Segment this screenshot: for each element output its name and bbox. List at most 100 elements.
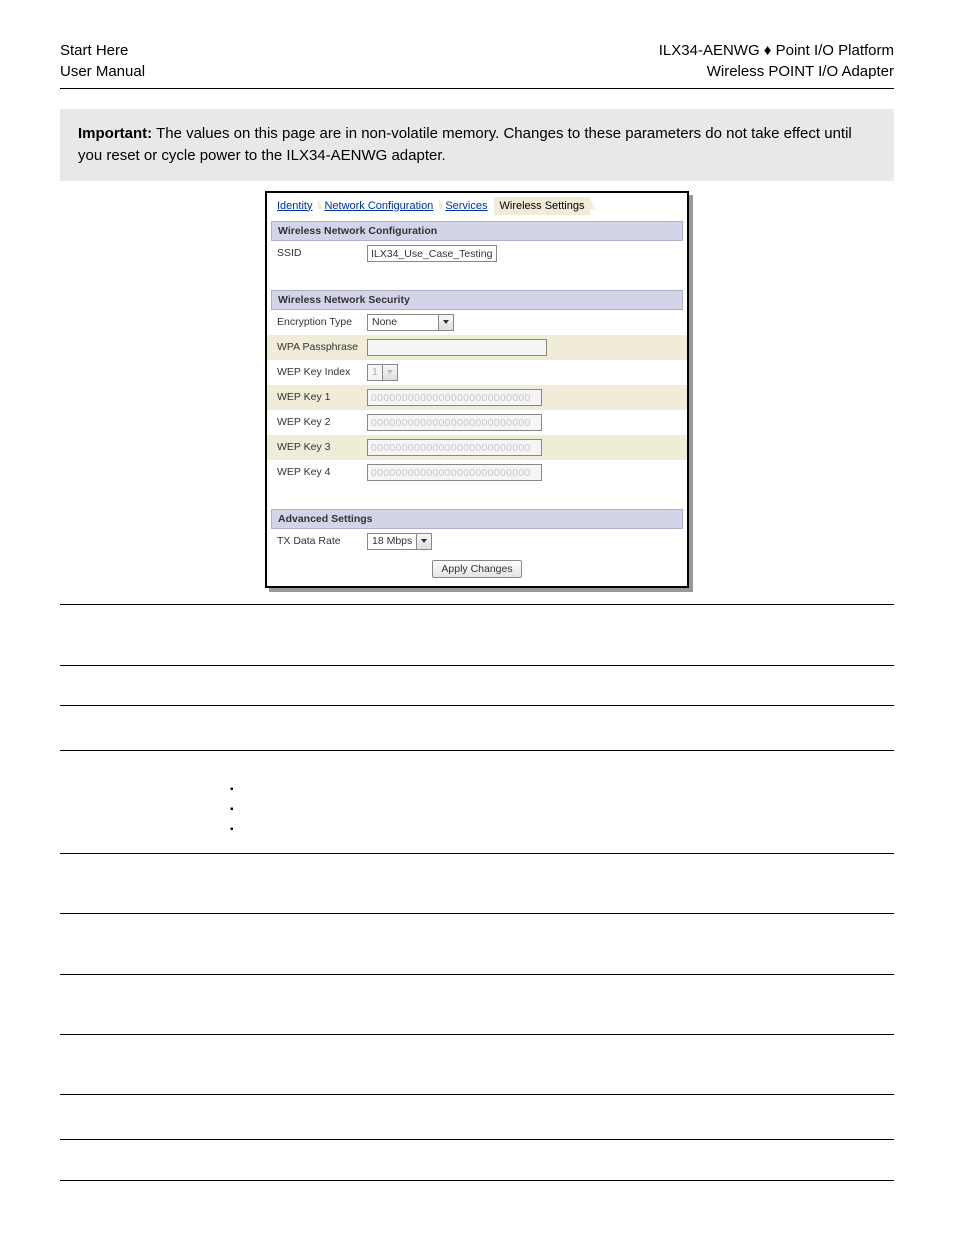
enc-list: None: No security. WEP: Wireless Equival… <box>230 783 894 842</box>
desc-tx-term: TX Data Rate <box>60 1150 230 1166</box>
enc-item-1: WEP: Wireless Equivalent Privacy Authent… <box>230 803 894 821</box>
tx-label: TX Data Rate <box>277 535 367 547</box>
tab-wireless[interactable]: Wireless Settings <box>494 197 591 215</box>
row-wep1: WEP Key 1 00000000000000000000000000 <box>267 385 687 410</box>
desc-tx-body: Select from a list of supported transmis… <box>230 1150 894 1170</box>
desc-encryption: Encryption Type Select from a list of su… <box>60 757 894 847</box>
desc-note: Note The following additional security p… <box>60 860 894 907</box>
wep-index-value: 1 <box>368 366 382 378</box>
page-header: Start Here User Manual ILX34-AENWG ♦ Poi… <box>60 40 894 82</box>
row-wep3: WEP Key 3 00000000000000000000000000 <box>267 435 687 460</box>
divider <box>60 1034 894 1035</box>
divider <box>60 913 894 914</box>
divider <box>60 1139 894 1140</box>
wep1-label: WEP Key 1 <box>277 391 367 403</box>
chevron-down-icon <box>416 534 431 549</box>
wep2-label: WEP Key 2 <box>277 416 367 428</box>
desc-wepkeys: WEP Key 1 through 4 This field is enable… <box>60 1041 894 1088</box>
ssid-input[interactable]: ILX34_Use_Case_Testing <box>367 245 497 262</box>
divider <box>60 974 894 975</box>
divider <box>60 1094 894 1095</box>
enc-item-2: WPA2-Personal: WPA-PSK with AES encrypti… <box>230 823 894 841</box>
section-advanced: Advanced Settings <box>271 509 683 529</box>
desc-note-body: The following additional security protoc… <box>230 864 894 903</box>
wpa-input[interactable] <box>367 339 547 356</box>
row-wep2: WEP Key 2 00000000000000000000000000 <box>267 410 687 435</box>
enc-item-0: None: No security. <box>230 783 894 801</box>
encryption-select[interactable]: None <box>367 314 454 331</box>
divider <box>60 853 894 854</box>
row-ssid: SSID ILX34_Use_Case_Testing <box>267 241 687 266</box>
desc-wpa-body: This field is enabled when the Encryptio… <box>230 924 894 963</box>
section-wireless-config: Wireless Network Configuration <box>271 221 683 241</box>
encryption-value: None <box>368 316 438 328</box>
header-right-1: ILX34-AENWG ♦ Point I/O Platform <box>659 40 894 61</box>
desc-idx: WEP Key Index This field is enabled when… <box>60 981 894 1028</box>
desc-note-term: Note <box>60 864 230 880</box>
divider <box>60 1180 894 1181</box>
desc-group-security: Wireless Network Security <box>60 720 894 744</box>
row-wep-index: WEP Key Index 1 <box>267 360 687 385</box>
desc-ssid-body: Service Set Identifier: the name that id… <box>230 676 894 696</box>
row-wep4: WEP Key 4 00000000000000000000000000 <box>267 460 687 485</box>
tx-value: 18 Mbps <box>368 535 416 547</box>
tab-bar: Identity Network Configuration Services … <box>267 193 687 215</box>
wep1-input[interactable]: 00000000000000000000000000 <box>367 389 542 406</box>
spacer <box>267 266 687 284</box>
header-right: ILX34-AENWG ♦ Point I/O Platform Wireles… <box>659 40 894 82</box>
divider <box>60 604 894 605</box>
desc-ssid-term: SSID <box>60 676 230 692</box>
header-left-1: Start Here <box>60 40 145 61</box>
desc-wep-term: WEP Key 1 through 4 <box>60 1045 230 1061</box>
chevron-down-icon <box>438 315 453 330</box>
group3-title: Advanced Settings <box>60 1113 230 1129</box>
wep3-input[interactable]: 00000000000000000000000000 <box>367 439 542 456</box>
desc-ssid: SSID Service Set Identifier: the name th… <box>60 672 894 700</box>
header-rule <box>60 88 894 89</box>
wep4-label: WEP Key 4 <box>277 466 367 478</box>
header-left-2: User Manual <box>60 61 145 82</box>
wpa-label: WPA Passphrase <box>277 341 367 353</box>
group1-title: Wireless Network Configuration <box>60 623 230 655</box>
desc-enc-body: Select from a list of supported security… <box>230 761 894 843</box>
group2-title: Wireless Network Security <box>60 724 230 740</box>
desc-enc-lead: Select from a list of supported security… <box>230 762 532 778</box>
desc-enc-term: Encryption Type <box>60 761 230 777</box>
desc-wpa: WPA Passphrase This field is enabled whe… <box>60 920 894 967</box>
encryption-label: Encryption Type <box>277 316 367 328</box>
desc-idx-term: WEP Key Index <box>60 985 230 1001</box>
tx-select[interactable]: 18 Mbps <box>367 533 432 550</box>
note-text: The values on this page are in non-volat… <box>78 125 852 164</box>
row-wpa: WPA Passphrase <box>267 335 687 360</box>
config-panel: Identity Network Configuration Services … <box>265 191 689 588</box>
row-txrate: TX Data Rate 18 Mbps <box>267 529 687 554</box>
divider <box>60 665 894 666</box>
wep2-input[interactable]: 00000000000000000000000000 <box>367 414 542 431</box>
desc-tx: TX Data Rate Select from a list of suppo… <box>60 1146 894 1174</box>
spacer <box>267 485 687 503</box>
desc-idx-body: This field is enabled when the Encryptio… <box>230 985 894 1024</box>
section-wireless-security: Wireless Network Security <box>271 290 683 310</box>
desc-wpa-term: WPA Passphrase <box>60 924 230 940</box>
ssid-label: SSID <box>277 247 367 259</box>
header-right-2: Wireless POINT I/O Adapter <box>659 61 894 82</box>
wep-index-label: WEP Key Index <box>277 366 367 378</box>
tab-network[interactable]: Network Configuration <box>318 197 439 215</box>
wep3-label: WEP Key 3 <box>277 441 367 453</box>
apply-changes-button[interactable]: Apply Changes <box>432 560 521 578</box>
desc-group-advanced: Advanced Settings <box>60 1109 894 1133</box>
row-encryption: Encryption Type None <box>267 310 687 335</box>
divider <box>60 705 894 706</box>
header-left: Start Here User Manual <box>60 40 145 82</box>
desc-wep-body: This field is enabled when the Encryptio… <box>230 1045 894 1084</box>
wep4-input[interactable]: 00000000000000000000000000 <box>367 464 542 481</box>
wep-index-select[interactable]: 1 <box>367 364 398 381</box>
note-label: Important: <box>78 125 152 142</box>
apply-row: Apply Changes <box>267 554 687 586</box>
tab-identity[interactable]: Identity <box>271 197 318 215</box>
important-note: Important: The values on this page are i… <box>60 109 894 181</box>
chevron-down-icon <box>382 365 397 380</box>
tab-services[interactable]: Services <box>439 197 493 215</box>
config-panel-wrap: Identity Network Configuration Services … <box>60 191 894 588</box>
desc-group-config: Wireless Network Configuration <box>60 619 894 659</box>
